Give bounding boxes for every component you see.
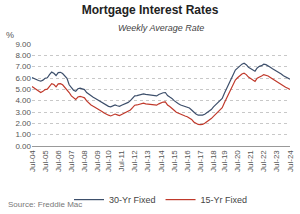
svg-text:3.00: 3.00 (15, 108, 31, 117)
svg-text:Jul-17: Jul-17 (196, 150, 205, 172)
svg-text:Mortgage Interest Rates: Mortgage Interest Rates (82, 3, 219, 17)
svg-text:Jul-16: Jul-16 (183, 150, 192, 172)
svg-text:Weekly Average Rate: Weekly Average Rate (118, 23, 204, 33)
svg-text:Jul-20: Jul-20 (233, 150, 242, 172)
svg-text:4.00: 4.00 (15, 96, 31, 105)
svg-text:5.00: 5.00 (15, 85, 31, 94)
svg-text:8.00: 8.00 (15, 51, 31, 60)
svg-text:Jul-07: Jul-07 (67, 150, 76, 172)
svg-text:Jul-12: Jul-12 (130, 150, 139, 172)
svg-text:2.00: 2.00 (15, 119, 31, 128)
svg-text:Jul-05: Jul-05 (41, 150, 50, 172)
svg-text:0.00: 0.00 (15, 142, 31, 151)
svg-text:Source: Freddie Mac: Source: Freddie Mac (8, 200, 82, 209)
svg-text:Jul-06: Jul-06 (54, 150, 63, 172)
svg-text:Jul-23: Jul-23 (272, 150, 281, 172)
svg-text:Jul-14: Jul-14 (157, 150, 166, 172)
svg-text:Jul-18: Jul-18 (209, 150, 218, 172)
svg-text:Jul-08: Jul-08 (80, 150, 89, 172)
svg-text:Jul-15: Jul-15 (170, 150, 179, 172)
svg-text:7.00: 7.00 (15, 62, 31, 71)
svg-text:Jul-10: Jul-10 (104, 150, 113, 172)
svg-text:Jul-04: Jul-04 (28, 150, 37, 172)
svg-text:Jul-22: Jul-22 (259, 150, 268, 172)
svg-text:Jul-19: Jul-19 (220, 150, 229, 172)
svg-text:15-Yr Fixed: 15-Yr Fixed (201, 195, 248, 205)
svg-text:9.00: 9.00 (15, 40, 31, 49)
svg-text:30-Yr Fixed: 30-Yr Fixed (109, 195, 156, 205)
svg-text:%: % (6, 30, 14, 40)
svg-text:1.00: 1.00 (15, 130, 31, 139)
svg-text:Jul-13: Jul-13 (143, 150, 152, 172)
svg-text:Jul-09: Jul-09 (93, 150, 102, 172)
svg-text:Jul-11: Jul-11 (117, 150, 126, 172)
svg-text:6.00: 6.00 (15, 74, 31, 83)
svg-text:Jul-24: Jul-24 (286, 150, 295, 172)
svg-text:Jul-21: Jul-21 (246, 150, 255, 172)
